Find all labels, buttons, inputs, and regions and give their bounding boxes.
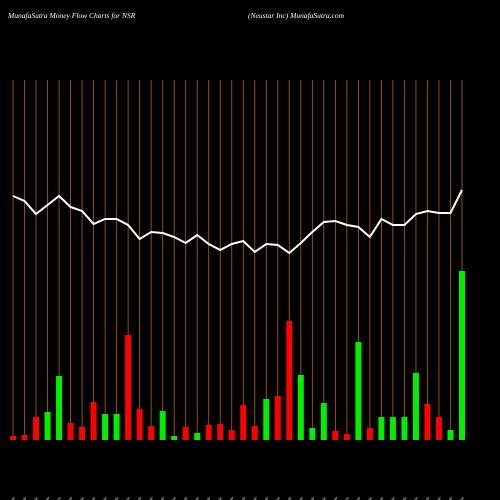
bar [412,373,419,440]
x-tick-label: 7.94 1.72% [45,496,50,500]
x-tick-label: 7.97 1.03% [333,496,338,500]
x-tick-label: 7.98 0.84% [344,496,349,500]
bar [274,396,281,440]
x-tick-label: 7.95 1.85% [413,496,418,500]
x-tick-label: 8.00 1.17% [252,496,257,500]
x-tick-label: 8.00 1.45% [241,496,246,500]
x-tick-label: 8.00 0.84% [183,496,188,500]
bar [424,404,431,440]
x-tick-label: 7.96 1289.06% [11,496,16,500]
bar [10,436,16,440]
chart-subtitle: (Neustar Inc) MunafaSutra.com [248,11,345,20]
bar [217,424,224,440]
bar [67,423,74,440]
bar [182,427,189,440]
x-tick-label: 7.96 1.76% [34,496,39,500]
x-tick-label: 7.98 1.76% [321,496,326,500]
bar [159,411,166,440]
bar [251,426,258,440]
x-tick-label: 8.00 0.91% [218,496,223,500]
bar [90,402,97,440]
x-tick-label: 7.98 0.90% [379,496,384,500]
bar [21,435,28,440]
x-tick-label: 7.93 7.65% [57,496,62,500]
x-tick-label: 7.96 1.02% [402,496,407,500]
bar [309,428,316,440]
bar [56,376,63,440]
x-tick-label: 8.00 1.71% [298,496,303,500]
x-tick-label: 8.00 1.75% [310,496,315,500]
x-tick-label: 7.94 0.86% [103,496,108,500]
x-tick-label: 8.00 1.05% [287,496,292,500]
x-tick-label: 7.97 1.27% [137,496,142,500]
bar [389,417,396,440]
bar [378,417,385,440]
bar [435,417,442,440]
bar [286,321,293,440]
bar [228,430,235,440]
x-tick-label: 7.96 2.73% [356,496,361,500]
bar [148,426,155,440]
x-tick-label: 8.00 0.63% [160,496,165,500]
bar [240,405,247,440]
x-tick-label: 7.96 1.61% [425,496,430,500]
x-tick-label: 7.95 1.18% [367,496,372,500]
x-tick-label: 8.00 0.33% [195,496,200,500]
bar [171,436,178,440]
x-tick-label: 7.99 1.77% [172,496,177,500]
x-tick-label: 7.94 2.09% [460,496,465,500]
line [12,189,463,255]
x-tick-label: 7.93 1.20% [448,496,453,500]
bar [447,430,454,440]
bar [343,434,350,440]
x-tick-label: 8.00 1.01% [275,496,280,500]
bar [401,417,408,440]
bar [44,412,51,440]
x-tick-label: 7.93 12.15% [126,496,131,500]
bar [320,403,327,440]
bar [113,414,120,440]
bar [205,425,212,440]
bar [33,417,40,440]
bar [355,342,362,440]
chart-title: MunafaSutra Money Flow Charts for NSR [7,11,136,20]
x-tick-label: 7.95 0.89% [114,496,119,500]
x-tick-label: 7.92 1.23% [68,496,73,500]
bar [459,271,465,440]
bar [263,399,270,440]
x-tick-label: 8.00 1.23% [229,496,234,500]
bar [297,375,304,440]
bar [102,414,109,440]
x-tick-label: 8.00 1.27% [149,496,154,500]
x-tick-label: 7.94 0.93% [436,496,441,500]
bar [194,433,201,440]
bar [366,428,373,440]
bar [125,335,132,440]
x-tick-label: 8.00 1.28% [264,496,269,500]
x-tick-label: 7.97 0.95% [390,496,395,500]
x-tick-label: 8.00 0.38% [22,496,27,500]
x-tick-label: 7.94 1.91% [80,496,85,500]
bar [79,427,86,440]
bar [332,431,339,440]
x-tick-label: 8.00 0.49% [206,496,211,500]
x-tick-label: 7.95 1.58% [91,496,96,500]
bar [136,409,143,440]
